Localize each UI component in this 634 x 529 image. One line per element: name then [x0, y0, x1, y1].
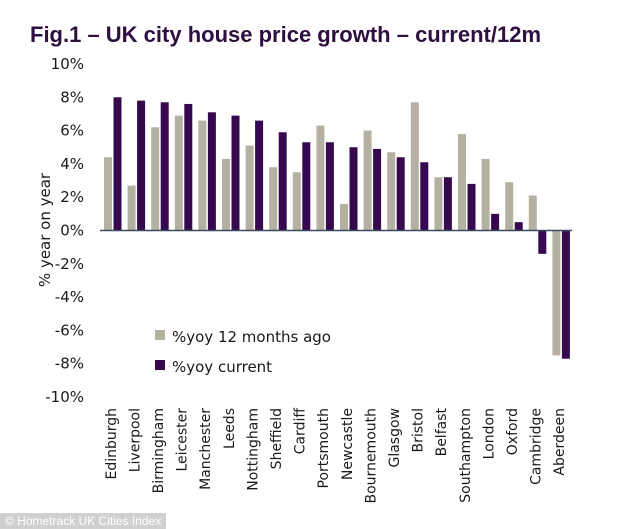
y-tick-label: -4%	[55, 288, 84, 306]
x-category-label: Sheffield	[269, 408, 285, 469]
bar-current-birmingham	[160, 102, 169, 231]
x-category-label: Southampton	[458, 408, 474, 503]
legend: %yoy 12 months ago %yoy current	[155, 328, 331, 376]
bar-current-southampton	[467, 183, 476, 231]
y-tick-label: 8%	[60, 88, 84, 106]
y-tick-label: -6%	[55, 321, 84, 339]
bar-12m-ago-edinburgh	[104, 157, 112, 231]
y-axis-ticks: 10% 8% 6% 4% 2% 0% -2% -4% -6% -8% -10%	[45, 55, 84, 406]
bar-12m-ago-belfast	[434, 177, 443, 231]
legend-swatch-12m-ago	[155, 330, 165, 340]
bar-12m-ago-nottingham	[245, 145, 254, 231]
bar-12m-ago-bristol	[410, 102, 419, 231]
bar-12m-ago-southampton	[458, 133, 466, 231]
bar-current-glasgow	[396, 157, 405, 231]
bar-12m-ago-cambridge	[528, 195, 537, 231]
bar-current-cardiff	[302, 142, 311, 231]
x-category-label: Portsmouth	[316, 408, 332, 489]
bar-current-newcastle	[349, 147, 358, 231]
x-category-label: Nottingham	[245, 408, 261, 491]
x-axis-categories: Edinburgh Liverpool Birmingham Leicester Man…	[104, 407, 568, 503]
x-category-label: Bristol	[411, 408, 427, 453]
x-category-label: Edinburgh	[104, 408, 120, 480]
legend-label-12m-ago: %yoy 12 months ago	[172, 328, 331, 346]
y-tick-label: 6%	[60, 122, 84, 140]
bar-current-liverpool	[137, 100, 146, 231]
legend-swatch-current	[155, 360, 165, 370]
x-category-label: Belfast	[434, 407, 450, 456]
x-category-label: Cambridge	[529, 408, 545, 485]
bar-12m-ago-manchester	[198, 120, 207, 231]
bar-12m-ago-cardiff	[292, 172, 301, 231]
bar-12m-ago-birmingham	[151, 127, 160, 231]
bar-current-bournemouth	[373, 148, 382, 231]
bar-current-manchester	[207, 112, 216, 231]
bar-12m-ago-newcastle	[340, 203, 348, 231]
bar-12m-ago-portsmouth	[316, 125, 325, 231]
bar-current-cambridge	[538, 230, 547, 254]
x-category-label: Liverpool	[127, 408, 143, 472]
bar-current-portsmouth	[325, 142, 334, 231]
x-category-label: Leicester	[175, 408, 191, 472]
bar-12m-ago-london	[481, 158, 490, 231]
credit-badge: © Hometrack UK Cities Index	[0, 513, 167, 529]
bar-12m-ago-glasgow	[387, 152, 396, 231]
bar-12m-ago-leeds	[222, 158, 230, 231]
bar-current-edinburgh	[113, 97, 122, 231]
bar-12m-ago-sheffield	[269, 167, 278, 231]
y-tick-label: 0%	[60, 222, 84, 240]
y-tick-label: 4%	[60, 155, 84, 173]
bar-current-aberdeen	[561, 230, 570, 359]
x-category-label: Bournemouth	[363, 408, 379, 503]
y-tick-label: -8%	[55, 355, 84, 373]
bar-12m-ago-aberdeen	[552, 230, 561, 356]
y-tick-label: -2%	[55, 255, 84, 273]
bar-current-leicester	[184, 103, 193, 231]
legend-label-current: %yoy current	[172, 358, 272, 376]
y-tick-label: 2%	[60, 188, 84, 206]
bar-12m-ago-bournemouth	[363, 130, 372, 231]
bar-12m-ago-oxford	[505, 182, 514, 231]
bar-current-london	[491, 213, 500, 231]
x-category-label: Birmingham	[151, 408, 167, 493]
chart-title: Fig.1 – UK city house price growth – cur…	[30, 22, 541, 47]
y-tick-label: -10%	[45, 388, 84, 406]
x-category-label: Aberdeen	[552, 408, 568, 476]
x-category-label: Oxford	[505, 408, 521, 455]
x-category-label: Glasgow	[387, 408, 403, 468]
bar-current-sheffield	[278, 132, 287, 231]
x-category-label: Cardiff	[293, 408, 309, 455]
x-category-label: Manchester	[198, 408, 214, 490]
y-axis-label: % year on year	[36, 172, 54, 287]
bar-current-leeds	[231, 115, 240, 231]
bar-current-nottingham	[255, 120, 264, 231]
bar-current-bristol	[420, 162, 429, 231]
bars	[104, 97, 570, 359]
bar-current-belfast	[443, 177, 452, 231]
x-category-label: Newcastle	[340, 408, 356, 480]
bar-current-oxford	[514, 222, 523, 231]
bar-12m-ago-leicester	[174, 115, 183, 231]
bar-12m-ago-liverpool	[127, 185, 136, 231]
x-category-label: London	[481, 408, 497, 459]
x-category-label: Leeds	[222, 408, 238, 449]
y-tick-label: 10%	[51, 55, 84, 73]
